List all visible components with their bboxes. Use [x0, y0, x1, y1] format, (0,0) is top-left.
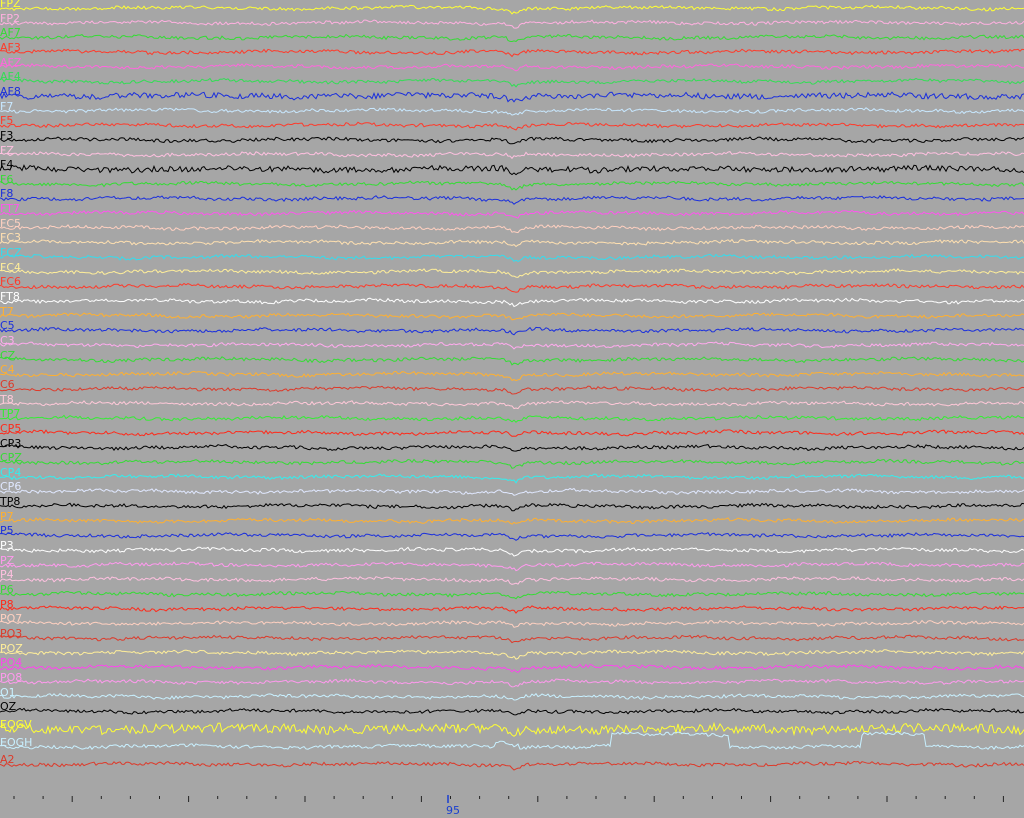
trace-f4	[0, 164, 1024, 176]
time-axis-label: 95	[446, 804, 460, 817]
trace-cp3	[0, 443, 1024, 452]
trace-cpz	[0, 458, 1024, 469]
trace-po3	[0, 634, 1024, 644]
trace-af4	[0, 77, 1024, 88]
trace-afz	[0, 62, 1024, 72]
time-axis	[13, 795, 1004, 803]
trace-p8	[0, 605, 1024, 614]
trace-fc6	[0, 282, 1024, 293]
trace-poz	[0, 648, 1024, 660]
trace-fcz	[0, 253, 1024, 263]
trace-f6	[0, 180, 1024, 191]
trace-po8	[0, 678, 1024, 688]
trace-cz	[0, 356, 1024, 366]
trace-cp5	[0, 429, 1024, 437]
trace-fpz	[0, 4, 1024, 15]
trace-tp7	[0, 414, 1024, 423]
trace-tp8	[0, 502, 1024, 512]
trace-eogh	[0, 731, 1024, 751]
trace-oz	[0, 707, 1024, 716]
trace-f3	[0, 136, 1024, 145]
trace-t7	[0, 312, 1024, 321]
trace-p4	[0, 575, 1024, 585]
eeg-trace-area[interactable]	[0, 0, 1024, 790]
trace-eogv	[0, 721, 1024, 737]
trace-c5	[0, 326, 1024, 336]
trace-af7	[0, 33, 1024, 43]
trace-po4	[0, 663, 1024, 673]
trace-p7	[0, 517, 1024, 525]
trace-f8	[0, 195, 1024, 205]
trace-ft7	[0, 209, 1024, 219]
trace-af8	[0, 91, 1024, 103]
trace-pz	[0, 561, 1024, 572]
trace-c6	[0, 385, 1024, 395]
trace-c3	[0, 341, 1024, 350]
trace-fp2	[0, 19, 1024, 29]
trace-fc4	[0, 268, 1024, 278]
trace-p5	[0, 532, 1024, 541]
trace-a2	[0, 760, 1024, 771]
trace-o1	[0, 692, 1024, 701]
trace-fz	[0, 151, 1024, 160]
trace-p3	[0, 546, 1024, 557]
trace-f5	[0, 121, 1024, 131]
trace-f7	[0, 107, 1024, 116]
trace-cp4	[0, 473, 1024, 484]
trace-po7	[0, 619, 1024, 628]
trace-fc5	[0, 224, 1024, 234]
trace-p6	[0, 590, 1024, 600]
trace-c4	[0, 370, 1024, 382]
trace-af3	[0, 48, 1024, 58]
trace-fc3	[0, 238, 1024, 248]
trace-ft8	[0, 297, 1024, 308]
trace-t8	[0, 400, 1024, 410]
trace-cp6	[0, 487, 1024, 496]
